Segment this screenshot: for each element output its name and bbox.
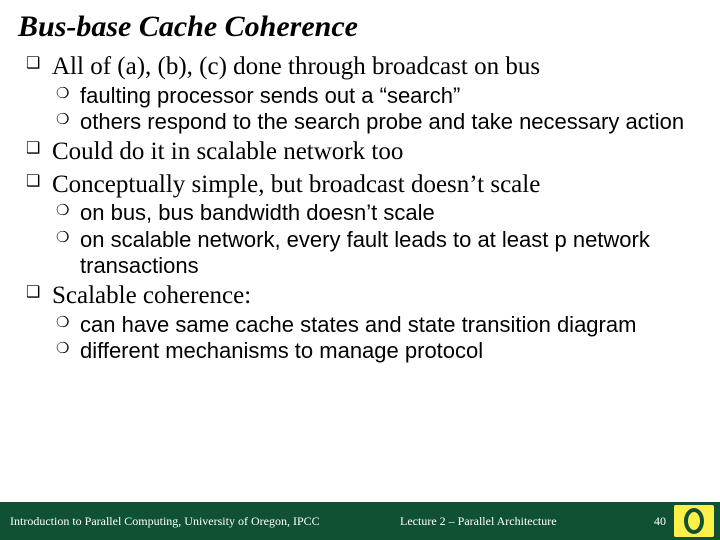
footer-left-text: Introduction to Parallel Computing, Univ… (0, 514, 320, 529)
slide: Bus-base Cache Coherence All of (a), (b)… (0, 0, 720, 540)
bullet-4a: can have same cache states and state tra… (18, 312, 702, 338)
bullet-4b: different mechanisms to manage protocol (18, 338, 702, 364)
oregon-logo-icon (674, 505, 714, 537)
bullet-1a: faulting processor sends out a “search” (18, 83, 702, 109)
slide-title: Bus-base Cache Coherence (18, 10, 702, 44)
bullet-2: Could do it in scalable network too (18, 137, 702, 168)
bullet-1b: others respond to the search probe and t… (18, 109, 702, 135)
bullet-3a: on bus, bus bandwidth doesn’t scale (18, 200, 702, 226)
bullet-4: Scalable coherence: (18, 281, 702, 312)
bullet-3b: on scalable network, every fault leads t… (18, 227, 702, 280)
footer-bar: Introduction to Parallel Computing, Univ… (0, 502, 720, 540)
oregon-o-icon (684, 508, 704, 534)
bullet-3: Conceptually simple, but broadcast doesn… (18, 170, 702, 201)
footer-center-text: Lecture 2 – Parallel Architecture (400, 514, 557, 529)
content-area: Bus-base Cache Coherence All of (a), (b)… (0, 0, 720, 502)
footer-page-number: 40 (654, 514, 666, 529)
bullet-1: All of (a), (b), (c) done through broadc… (18, 52, 702, 83)
